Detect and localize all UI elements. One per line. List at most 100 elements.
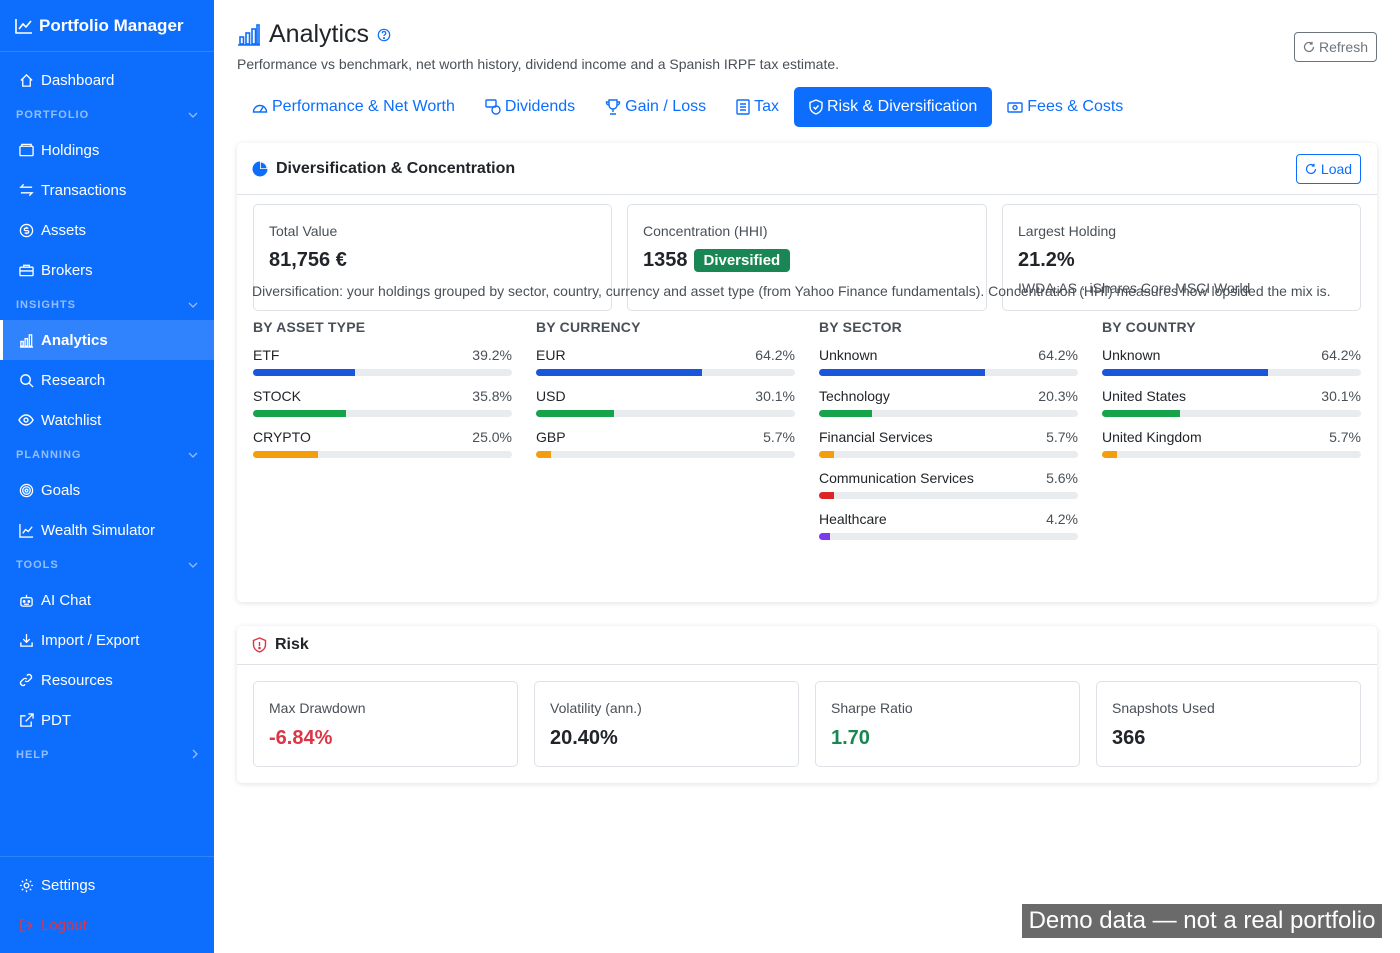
sidebar-item-wealth-simulator[interactable]: Wealth Simulator [0, 510, 214, 550]
tab-risk-diversification[interactable]: Risk & Diversification [794, 87, 993, 127]
progress-bar-fill [253, 369, 355, 376]
sidebar-item-label: Research [41, 371, 106, 389]
section-label: PORTFOLIO [16, 109, 90, 121]
breakdown-row: Healthcare 4.2% [819, 511, 1078, 540]
sidebar-item-transactions[interactable]: Transactions [0, 170, 214, 210]
sidebar-item-holdings[interactable]: Holdings [0, 130, 214, 170]
sidebar-item-logout[interactable]: Logout [0, 905, 214, 945]
refresh-label: Refresh [1318, 39, 1369, 55]
section-insights[interactable]: INSIGHTS [0, 290, 214, 320]
row-label: Healthcare [819, 511, 887, 527]
sidebar-item-label: Settings [41, 876, 96, 894]
stat-value: -6.84% [269, 727, 333, 749]
refresh-button[interactable]: Refresh [1294, 32, 1377, 62]
shield-icon [809, 99, 823, 115]
sidebar-item-label: Dashboard [41, 71, 115, 89]
card-header: Risk [237, 626, 1377, 665]
sidebar-item-label: PDT [41, 711, 71, 729]
tab-fees-costs[interactable]: Fees & Costs [992, 87, 1138, 127]
progress-bar-fill [536, 410, 614, 417]
receipt-icon [736, 99, 750, 115]
breakdown-row: CRYPTO 25.0% [253, 429, 512, 458]
largest-holding-stat: Largest Holding 21.2% IWDA.AS · iShares … [1002, 204, 1361, 311]
sidebar-item-label: Holdings [41, 141, 100, 159]
row-label: STOCK [253, 388, 301, 404]
sidebar-item-dashboard[interactable]: Dashboard [0, 60, 214, 100]
shield-alert-icon [252, 637, 267, 653]
sidebar-item-import-export[interactable]: Import / Export [0, 620, 214, 660]
tab-gain-loss[interactable]: Gain / Loss [590, 87, 721, 127]
sidebar-item-ai-chat[interactable]: AI Chat [0, 580, 214, 620]
breakdown-row: Financial Services 5.7% [819, 429, 1078, 458]
row-percent: 20.3% [1038, 388, 1078, 404]
arrows-exchange-icon [18, 182, 34, 198]
row-percent: 64.2% [1321, 347, 1361, 363]
tab-tax[interactable]: Tax [721, 87, 794, 127]
target-icon [18, 482, 34, 498]
section-portfolio[interactable]: PORTFOLIO [0, 100, 214, 130]
sidebar-item-goals[interactable]: Goals [0, 470, 214, 510]
stat-label: Sharpe Ratio [831, 700, 913, 716]
max-drawdown-stat: Max Drawdown -6.84% [253, 681, 518, 767]
page-subtitle: Performance vs benchmark, net worth hist… [237, 56, 840, 72]
sidebar-item-analytics[interactable]: Analytics [0, 320, 214, 360]
stat-label: Largest Holding [1018, 223, 1117, 239]
breakdown-row: United States 30.1% [1102, 388, 1361, 417]
progress-bar-fill [536, 369, 703, 376]
section-label: TOOLS [16, 559, 59, 571]
sidebar-item-brokers[interactable]: Brokers [0, 250, 214, 290]
group-title: BY CURRENCY [536, 319, 641, 335]
stat-label: Snapshots Used [1112, 700, 1215, 716]
load-button[interactable]: Load [1296, 154, 1361, 184]
stat-value: 21.2% [1018, 249, 1075, 271]
row-label: Unknown [819, 347, 878, 363]
section-tools[interactable]: TOOLS [0, 550, 214, 580]
chevron-down-icon [188, 109, 198, 121]
brand-title: Portfolio Manager [39, 15, 184, 35]
sidebar-item-pdt[interactable]: PDT [0, 700, 214, 740]
progress-bar-fill [819, 492, 834, 499]
stat-value: 81,756 € [269, 249, 347, 271]
speedometer-icon [252, 100, 268, 114]
volatility-stat: Volatility (ann.) 20.40% [534, 681, 799, 767]
breakdown-row: USD 30.1% [536, 388, 795, 417]
sidebar-item-resources[interactable]: Resources [0, 660, 214, 700]
tab-dividends[interactable]: Dividends [470, 87, 590, 127]
progress-bar [819, 492, 1078, 499]
link-icon [18, 672, 34, 688]
tab-label: Fees & Costs [1027, 98, 1124, 115]
progress-bar [819, 369, 1078, 376]
sidebar-item-assets[interactable]: Assets [0, 210, 214, 250]
brand[interactable]: Portfolio Manager [0, 0, 214, 52]
search-icon [18, 372, 34, 388]
sidebar-item-watchlist[interactable]: Watchlist [0, 400, 214, 440]
sidebar-item-label: Resources [41, 671, 113, 689]
progress-bar [1102, 410, 1361, 417]
chevron-right-icon [192, 749, 198, 762]
sidebar-footer: Settings Logout [0, 856, 214, 945]
sidebar-item-research[interactable]: Research [0, 360, 214, 400]
section-help[interactable]: HELP [0, 740, 214, 770]
coin-icon [18, 222, 34, 238]
tab-performance[interactable]: Performance & Net Worth [237, 87, 470, 127]
progress-bar-fill [819, 369, 986, 376]
row-percent: 5.7% [1329, 429, 1361, 445]
stat-label: Volatility (ann.) [550, 700, 642, 716]
risk-card: Risk Max Drawdown -6.84% Volatility (ann… [237, 626, 1377, 783]
breakdown-group: BY CURRENCY EUR 64.2% USD 30.1% GBP 5.7% [536, 319, 795, 458]
sidebar-item-settings[interactable]: Settings [0, 865, 214, 905]
sidebar-item-label: Import / Export [41, 631, 140, 649]
sidebar-item-label: Brokers [41, 261, 93, 279]
section-planning[interactable]: PLANNING [0, 440, 214, 470]
progress-bar-fill [253, 410, 346, 417]
tab-label: Dividends [504, 98, 576, 115]
section-label: HELP [16, 749, 50, 761]
progress-bar-fill [536, 451, 551, 458]
diversification-description: Diversification: your holdings grouped b… [252, 283, 1331, 299]
help-icon[interactable] [377, 28, 391, 42]
row-percent: 25.0% [472, 429, 512, 445]
cash-coin-icon [485, 99, 501, 115]
row-label: United States [1102, 388, 1187, 404]
row-percent: 64.2% [755, 347, 795, 363]
page-title: Analytics [269, 20, 370, 48]
